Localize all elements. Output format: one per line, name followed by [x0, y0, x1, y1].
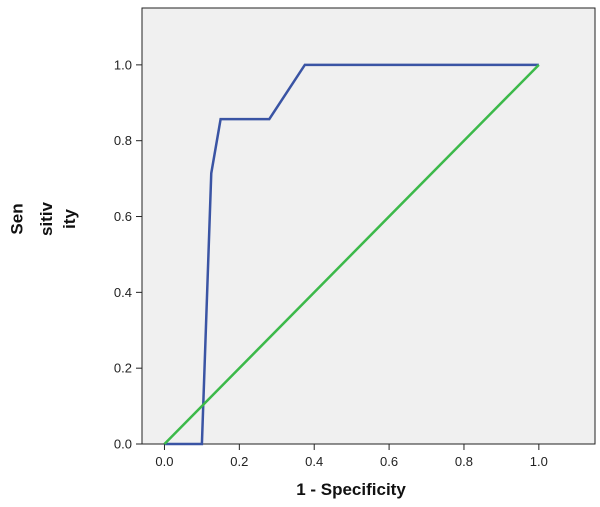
x-tick-label: 0.2 — [230, 454, 248, 469]
roc-curve-line — [164, 63, 539, 446]
y-axis-title-part-2: sitiv — [37, 201, 57, 237]
y-tick-label: 0.8 — [114, 133, 132, 148]
y-axis: 0.0 0.2 0.4 0.6 0.8 1.0 — [114, 57, 142, 452]
reference-diagonal-line — [163, 63, 540, 445]
x-tick-label: 1.0 — [530, 454, 548, 469]
x-tick-label: 0.4 — [305, 454, 323, 469]
x-axis-title: 1 - Specificity — [296, 480, 406, 499]
series-layer — [163, 63, 540, 446]
y-tick-label: 0.0 — [114, 437, 132, 452]
y-axis-title-part-1: Sen — [7, 203, 27, 235]
plot-area — [141, 7, 596, 445]
y-tick-label: 1.0 — [114, 57, 132, 72]
x-tick-label: 0.6 — [380, 454, 398, 469]
x-tick-label: 0.8 — [455, 454, 473, 469]
y-tick-label: 0.6 — [114, 209, 132, 224]
y-tick-label: 0.4 — [114, 285, 132, 300]
y-tick-label: 0.2 — [114, 361, 132, 376]
y-axis-title-part-3: ity — [59, 209, 79, 229]
x-axis: 0.0 0.2 0.4 0.6 0.8 1.0 — [155, 444, 548, 469]
x-tick-label: 0.0 — [155, 454, 173, 469]
